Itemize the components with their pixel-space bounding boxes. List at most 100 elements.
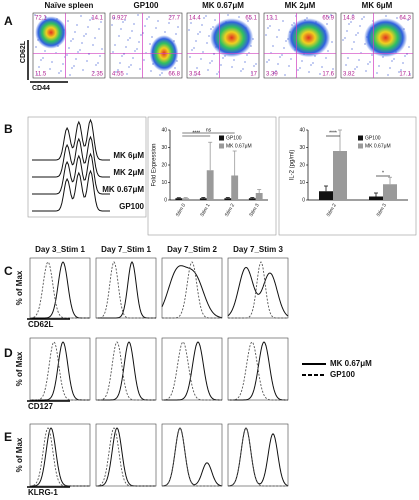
dot: [344, 37, 346, 39]
dot: [36, 73, 38, 75]
dot: [238, 16, 240, 18]
histogram-curve: [96, 341, 156, 401]
panel-frame: [147, 116, 277, 236]
dot: [69, 74, 71, 76]
histogram-curve: [228, 341, 288, 401]
bar: [319, 191, 333, 200]
dot: [132, 57, 134, 59]
plot-title: MK 0.67μM: [202, 1, 244, 10]
significance-label: *: [382, 170, 384, 176]
dot: [87, 26, 89, 28]
panel-label: E: [4, 430, 12, 444]
y-tick-label: 40: [161, 127, 167, 133]
significance-label: ****: [192, 130, 200, 136]
dot: [159, 74, 161, 76]
dot: [402, 62, 404, 64]
density-cloud: [35, 16, 67, 49]
dot: [128, 66, 130, 68]
quadrant-value: 17.6: [322, 72, 334, 78]
bar: [175, 198, 183, 200]
dot: [357, 32, 359, 34]
dot: [359, 25, 361, 27]
dot: [356, 66, 358, 68]
dot: [188, 29, 190, 31]
dot: [91, 17, 93, 19]
dot: [282, 20, 284, 22]
dot: [95, 64, 97, 66]
dot: [131, 30, 133, 32]
dot: [67, 20, 69, 22]
dot: [58, 72, 60, 74]
dot: [277, 63, 279, 65]
dot: [345, 64, 347, 66]
histogram-label: MK 6μM: [113, 151, 144, 160]
histogram-frame: [29, 257, 91, 319]
dot: [288, 65, 290, 67]
dot: [361, 18, 363, 20]
histogram-curve: [228, 261, 288, 319]
dot: [80, 15, 82, 17]
dot: [130, 64, 132, 66]
dot: [139, 68, 141, 70]
density-cloud: [287, 18, 331, 58]
x-tick-label: Stim 3: [376, 202, 388, 217]
dot: [207, 69, 209, 71]
panel-label: C: [4, 264, 13, 278]
quadrant-value: 3.54: [189, 72, 201, 78]
dot: [273, 72, 275, 74]
dot: [74, 31, 76, 33]
dot: [330, 14, 332, 16]
dot: [161, 72, 163, 74]
dot: [279, 56, 281, 58]
plot-title: MK 2μM: [285, 1, 316, 10]
dot: [348, 23, 350, 25]
dot: [255, 63, 257, 65]
legend-label: MK 0.67μM: [365, 143, 391, 149]
dot: [82, 69, 84, 71]
dot: [34, 14, 36, 16]
dot: [389, 67, 391, 69]
dot: [86, 60, 88, 62]
histogram-title: Day 7_Stim 3: [233, 245, 283, 254]
dot: [396, 17, 398, 19]
panel-label: B: [4, 122, 13, 136]
dot: [271, 18, 273, 20]
histogram-curve: [96, 261, 156, 319]
dot: [134, 50, 136, 52]
quadrant-value: 17.1: [399, 72, 411, 78]
dot: [272, 45, 274, 47]
axis-label: CD62L: [20, 40, 27, 63]
dot: [136, 48, 138, 50]
axis-label: % of Max: [15, 437, 24, 472]
legend-swatch: [358, 135, 363, 141]
panel-label: A: [4, 14, 13, 28]
dot: [150, 70, 152, 72]
histogram-curve: [162, 341, 222, 401]
dot: [73, 65, 75, 67]
dot: [278, 29, 280, 31]
panel-frame: [278, 116, 417, 236]
quadrant-value: 2.35: [91, 72, 103, 78]
legend-swatch: [219, 135, 224, 141]
y-axis-label: IL-2 (pg/ml): [290, 150, 296, 181]
dot: [275, 70, 277, 72]
dot: [143, 59, 145, 61]
dot: [71, 67, 73, 69]
dot: [253, 65, 255, 67]
dot: [211, 60, 213, 62]
dot: [191, 49, 193, 51]
dot: [408, 46, 410, 48]
dot: [60, 70, 62, 72]
dot: [227, 14, 229, 16]
dot: [205, 15, 207, 17]
histogram-title: Day 7_Stim 1: [101, 245, 151, 254]
bar: [206, 170, 214, 200]
dot: [93, 71, 95, 73]
dot: [138, 41, 140, 43]
dot: [310, 64, 312, 66]
dot: [355, 34, 357, 36]
dot: [49, 68, 51, 70]
significance-label: ****: [329, 130, 337, 136]
dot: [404, 55, 406, 57]
quadrant-value: 0.927: [112, 16, 128, 22]
